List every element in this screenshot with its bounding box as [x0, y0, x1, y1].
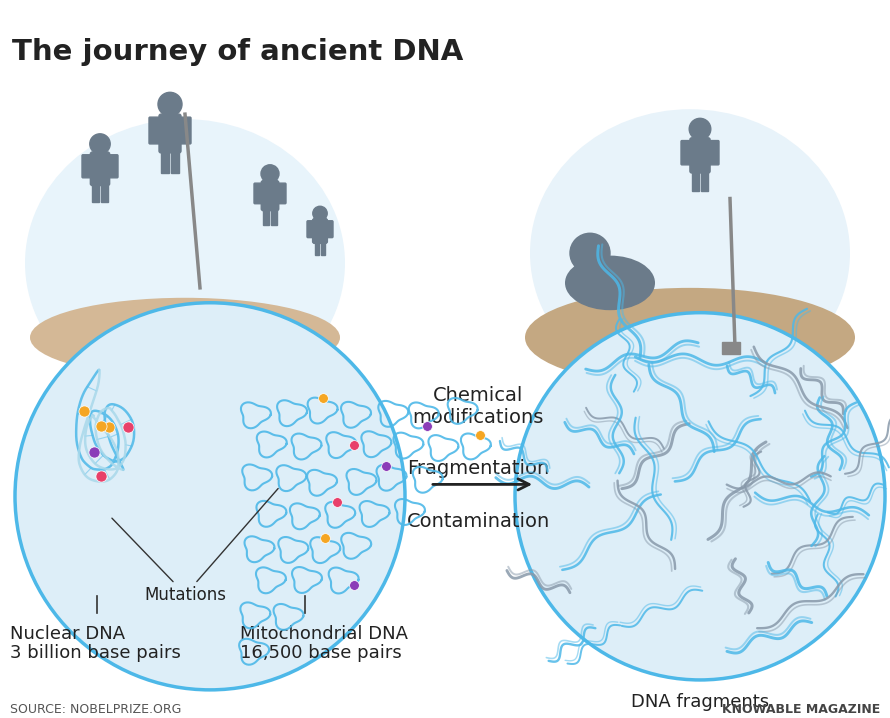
Text: SOURCE: NOBELPRIZE.ORG: SOURCE: NOBELPRIZE.ORG: [10, 703, 182, 716]
FancyBboxPatch shape: [107, 155, 118, 178]
Circle shape: [90, 134, 110, 154]
Circle shape: [158, 93, 182, 116]
Bar: [93, 179, 99, 202]
Text: The journey of ancient DNA: The journey of ancient DNA: [12, 38, 464, 66]
FancyBboxPatch shape: [82, 155, 93, 178]
Ellipse shape: [525, 288, 855, 387]
Bar: [722, 342, 740, 355]
FancyBboxPatch shape: [91, 152, 109, 185]
Bar: [692, 166, 700, 191]
Circle shape: [261, 164, 279, 182]
Ellipse shape: [25, 119, 345, 407]
FancyBboxPatch shape: [262, 181, 279, 210]
Bar: [101, 179, 108, 202]
FancyBboxPatch shape: [149, 117, 162, 144]
FancyBboxPatch shape: [276, 183, 286, 204]
FancyBboxPatch shape: [690, 138, 710, 173]
Circle shape: [312, 206, 328, 220]
Ellipse shape: [30, 298, 340, 377]
Text: 3 billion base pairs: 3 billion base pairs: [10, 644, 181, 662]
Text: KNOWABLE MAGAZINE: KNOWABLE MAGAZINE: [722, 703, 880, 716]
Circle shape: [515, 312, 885, 680]
Text: Mutations: Mutations: [144, 586, 226, 604]
Bar: [701, 166, 708, 191]
Text: Chemical
modifications: Chemical modifications: [412, 386, 544, 427]
Text: Mitochondrial DNA: Mitochondrial DNA: [240, 625, 408, 643]
FancyBboxPatch shape: [178, 117, 191, 144]
FancyBboxPatch shape: [681, 141, 693, 165]
Bar: [271, 204, 277, 225]
Text: Contamination: Contamination: [407, 512, 550, 531]
Text: Nuclear DNA: Nuclear DNA: [10, 625, 125, 643]
FancyBboxPatch shape: [254, 183, 264, 204]
FancyBboxPatch shape: [707, 141, 719, 165]
Bar: [171, 145, 179, 173]
Bar: [314, 238, 320, 254]
Text: 16,500 base pairs: 16,500 base pairs: [240, 644, 401, 662]
Circle shape: [570, 233, 610, 273]
FancyBboxPatch shape: [312, 218, 328, 243]
Ellipse shape: [565, 256, 655, 310]
Bar: [263, 204, 270, 225]
Bar: [161, 145, 169, 173]
Circle shape: [15, 303, 405, 690]
FancyBboxPatch shape: [324, 220, 333, 238]
Text: Fragmentation: Fragmentation: [407, 459, 549, 478]
Text: DNA fragments: DNA fragments: [631, 693, 769, 711]
FancyBboxPatch shape: [159, 114, 181, 153]
Bar: [320, 238, 326, 254]
FancyBboxPatch shape: [307, 220, 316, 238]
Circle shape: [689, 118, 711, 140]
Ellipse shape: [530, 109, 850, 397]
